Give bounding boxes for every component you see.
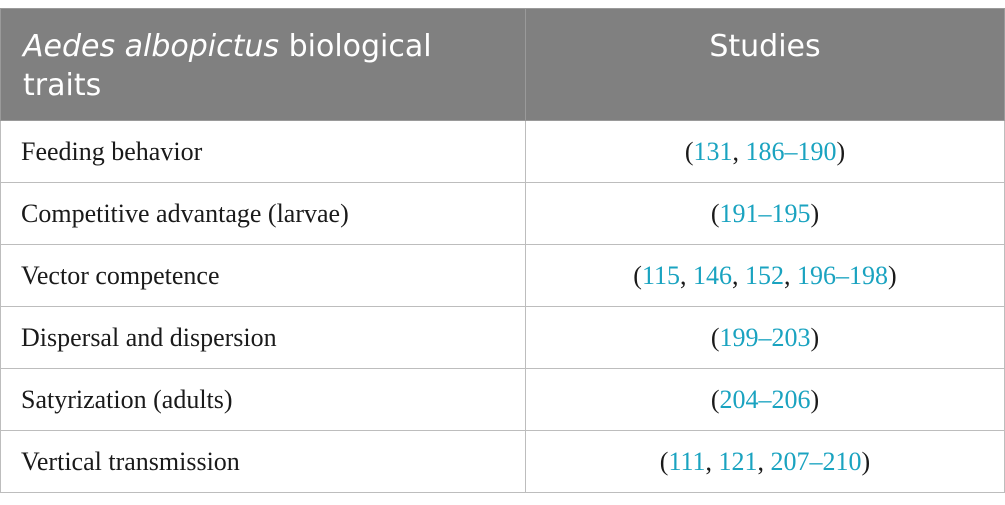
reference-link[interactable]: 207–210 [770,446,862,476]
trait-cell: Dispersal and dispersion [0,306,526,369]
reference-link[interactable]: 131 [693,136,733,166]
reference-link[interactable]: 191–195 [719,198,811,228]
reference-punctuation: , [784,260,798,290]
reference-link[interactable]: 115 [641,260,681,290]
reference-punctuation: ( [659,446,669,476]
trait-cell: Satyrization (adults) [0,368,526,431]
reference-punctuation: ) [888,260,897,290]
reference-link[interactable]: 204–206 [719,384,811,414]
studies-cell: (199–203) [525,306,1005,369]
reference-link[interactable]: 196–198 [797,260,889,290]
traits-table: Aedes albopictus biological traits Studi… [0,8,1005,493]
reference-punctuation: , [732,260,746,290]
reference-punctuation: , [680,260,694,290]
header-species: Aedes albopictus [23,29,280,64]
reference-link[interactable]: 111 [668,446,706,476]
table-row: Dispersal and dispersion (199–203) [0,306,1005,369]
table-row: Competitive advantage (larvae) (191–195) [0,182,1005,245]
header-traits-label: biological traits [23,29,432,103]
reference-punctuation: ) [861,446,871,476]
trait-cell: Vertical transmission [0,430,526,493]
studies-cell: (191–195) [525,182,1005,245]
studies-cell: (131, 186–190) [525,120,1005,183]
reference-link[interactable]: 199–203 [719,322,811,352]
reference-punctuation: , [732,136,746,166]
trait-cell: Vector competence [0,244,526,307]
reference-punctuation: ) [810,384,820,414]
reference-punctuation: ( [710,322,720,352]
studies-cell: (111, 121, 207–210) [525,430,1005,493]
reference-punctuation: ) [810,198,820,228]
reference-punctuation: ) [836,136,846,166]
reference-punctuation: ( [710,384,720,414]
reference-punctuation: ( [684,136,694,166]
table-body: Feeding behavior (131, 186–190) Competitiv… [0,120,1005,493]
reference-punctuation: ( [633,260,642,290]
table-row: Satyrization (adults) (204–206) [0,368,1005,431]
table-row: Feeding behavior (131, 186–190) [0,120,1005,183]
table-row: Vertical transmission (111, 121, 207–210) [0,430,1005,493]
header-studies: Studies [525,8,1005,121]
studies-cell: (204–206) [525,368,1005,431]
reference-punctuation: ) [810,322,820,352]
reference-link[interactable]: 186–190 [745,136,837,166]
header-traits: Aedes albopictus biological traits [0,8,526,121]
reference-punctuation: , [705,446,719,476]
header-row: Aedes albopictus biological traits Studi… [0,8,1005,121]
studies-cell: (115, 146, 152, 196–198) [525,244,1005,307]
table-row: Vector competence (115, 146, 152, 196–198… [0,244,1005,307]
reference-punctuation: , [757,446,771,476]
reference-link[interactable]: 121 [718,446,758,476]
trait-cell: Competitive advantage (larvae) [0,182,526,245]
reference-punctuation: ( [710,198,720,228]
trait-cell: Feeding behavior [0,120,526,183]
reference-link[interactable]: 146 [693,260,733,290]
reference-link[interactable]: 152 [745,260,785,290]
